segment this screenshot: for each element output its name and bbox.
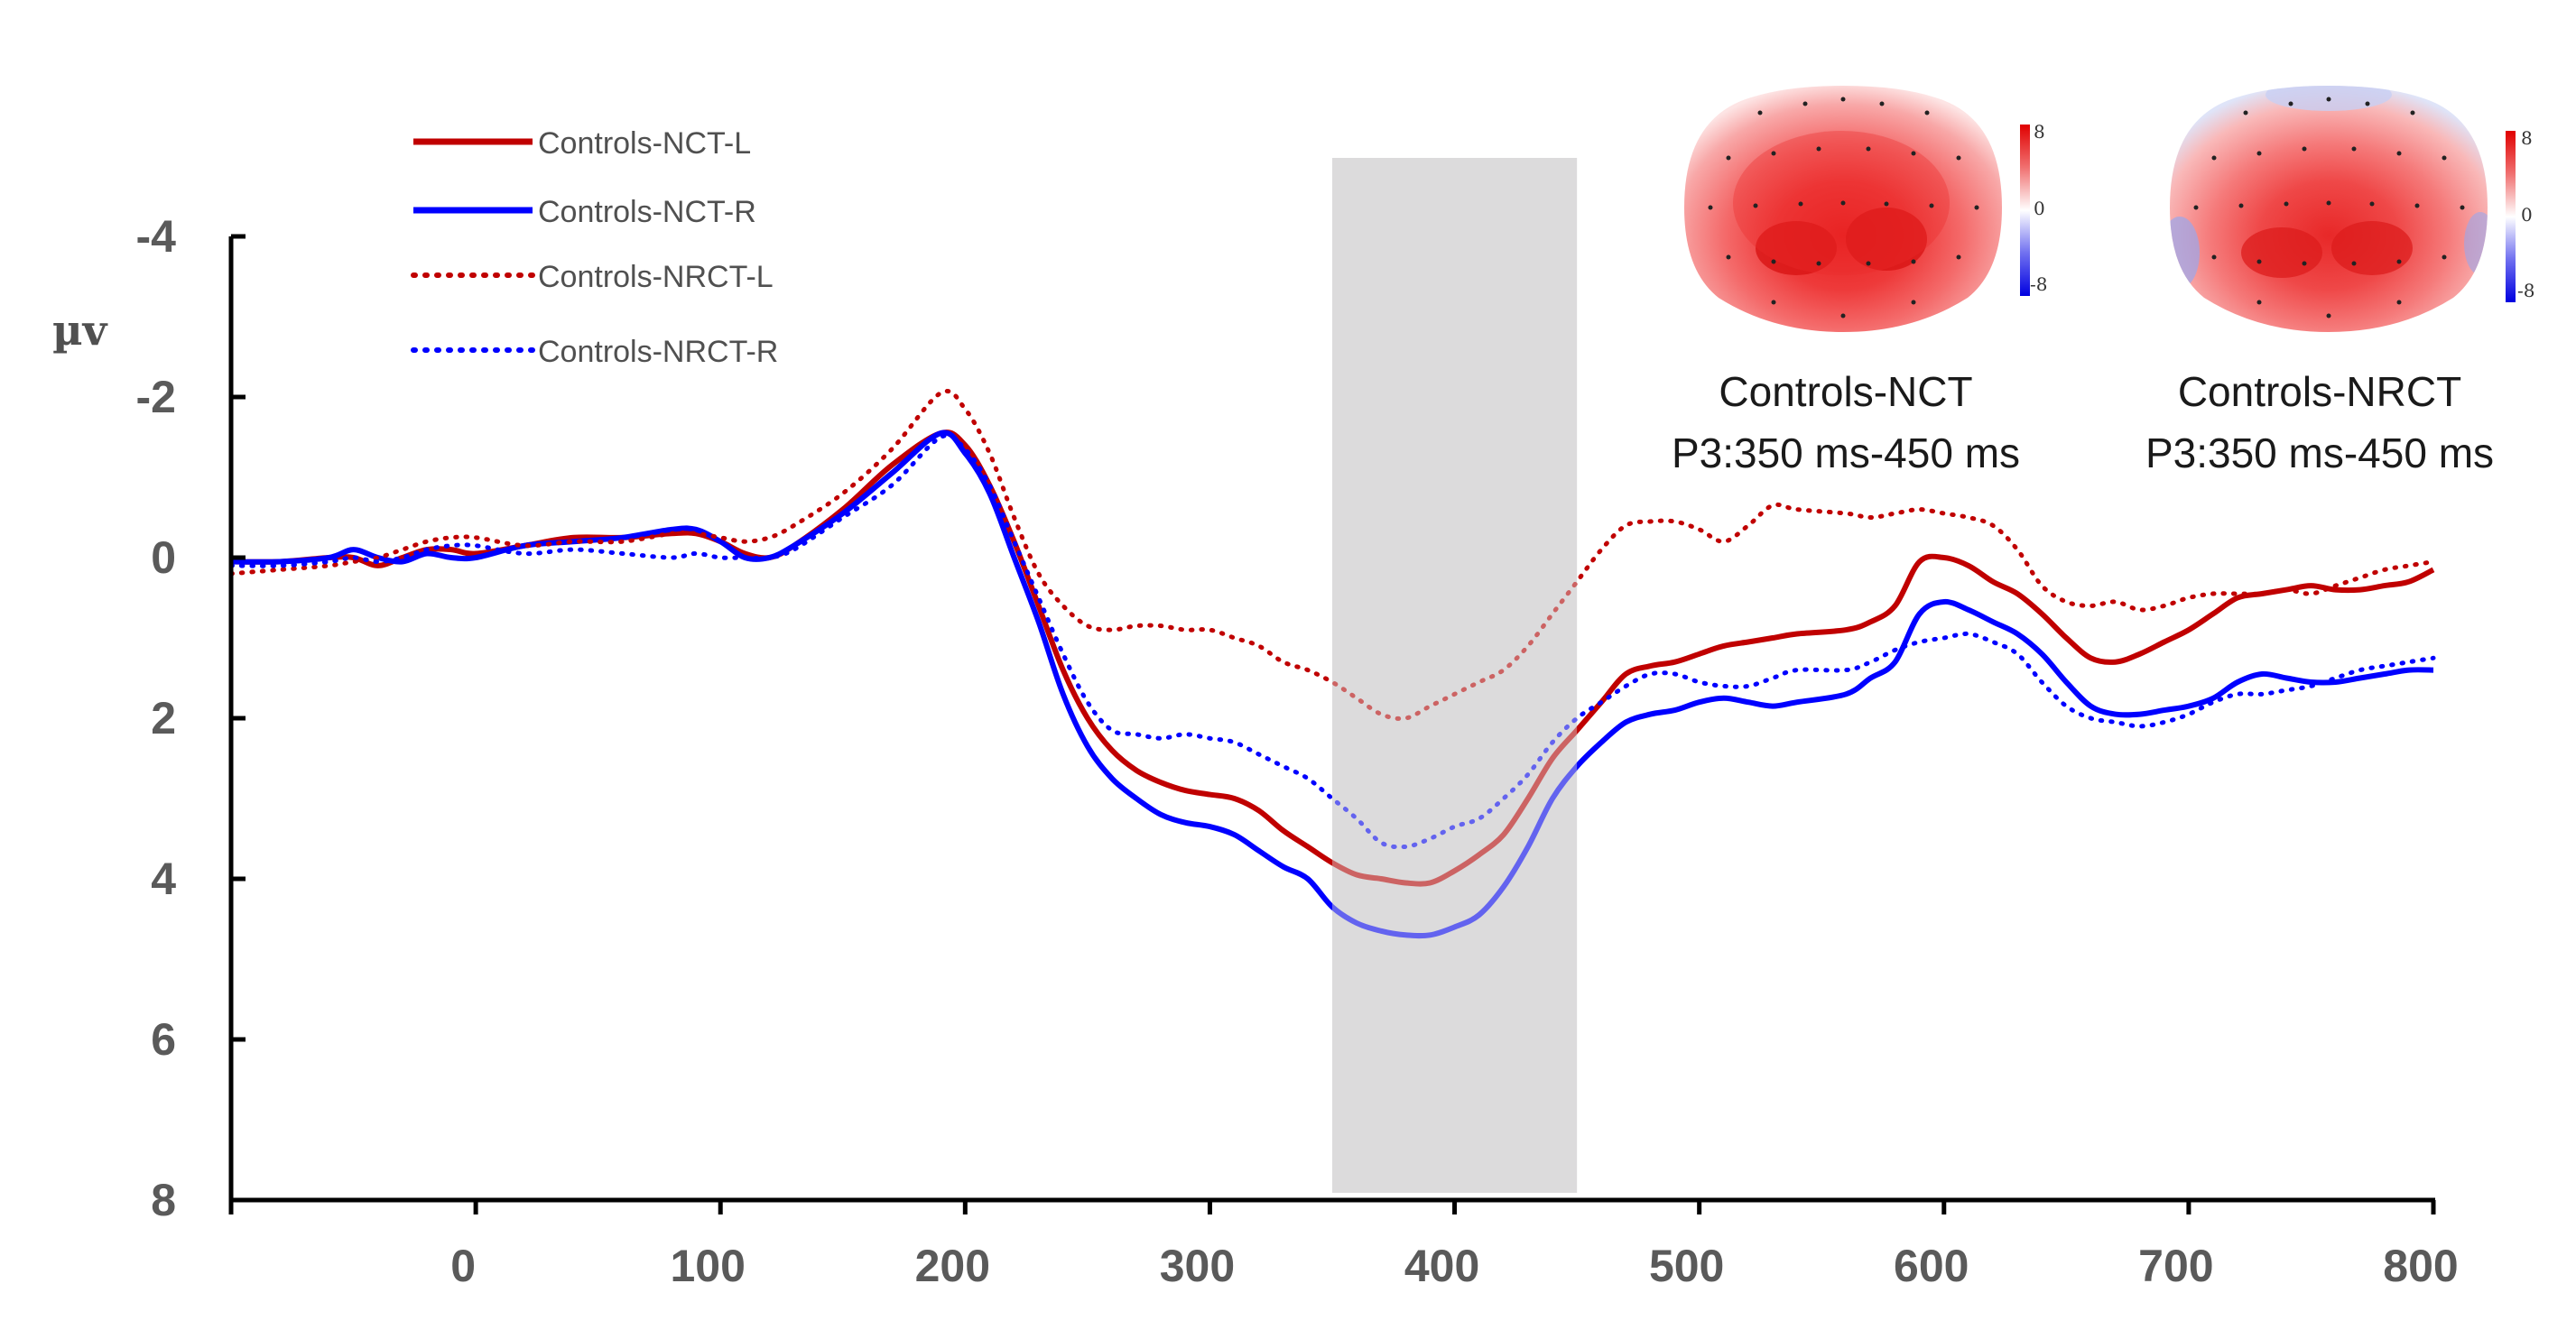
legend-label-3: Controls-NRCT-L	[538, 260, 774, 294]
legend-label-1: Controls-NCT-L	[538, 126, 751, 161]
topomap-nct-window: P3:350 ms-450 ms	[1672, 429, 2020, 476]
topomap-nrct-title: Controls-NRCT	[2178, 368, 2461, 415]
x-tick-label: 0	[450, 1241, 476, 1291]
p3-window-shade	[1332, 158, 1578, 1193]
y-tick-label: 0	[151, 532, 176, 583]
x-tick-label: 600	[1894, 1241, 1969, 1291]
colorbar-nrct-max: 8	[2521, 127, 2533, 149]
topomap-nct: 8 0 -8 Controls-NCT P3:350 ms-450 ms	[1672, 86, 2047, 476]
topomap-nct-title: Controls-NCT	[1719, 368, 1972, 415]
y-tick-label: -2	[136, 372, 176, 422]
topomap-nrct: 8 0 -8 Controls-NRCT P3:350 ms-450 ms	[2145, 86, 2534, 476]
colorbar-nct-max: 8	[2034, 121, 2045, 143]
colorbar-nct-mid: 0	[2034, 198, 2045, 219]
legend-label-4: Controls-NRCT-R	[538, 335, 778, 369]
y-axis-label: µv	[52, 306, 108, 355]
y-tick-label: 8	[151, 1175, 176, 1225]
y-tick-label: 4	[151, 854, 176, 904]
x-tick-label: 400	[1404, 1241, 1479, 1291]
colorbar-nct-min: -8	[2030, 273, 2047, 295]
x-tick-label: 700	[2138, 1241, 2213, 1291]
topomap-nrct-window: P3:350 ms-450 ms	[2145, 429, 2494, 476]
x-tick-label: 300	[1160, 1241, 1235, 1291]
series-line-2	[230, 429, 2434, 939]
y-tick-label: 2	[151, 693, 176, 743]
colorbar-nrct	[2506, 131, 2516, 302]
x-tick-label: 500	[1649, 1241, 1724, 1291]
x-tick-label: 800	[2383, 1241, 2458, 1291]
colorbar-nct	[2020, 125, 2030, 296]
colorbar-nrct-min: -8	[2517, 280, 2534, 301]
series-line-3	[228, 389, 2436, 721]
x-tick-label: 200	[915, 1241, 990, 1291]
colorbar-nrct-mid: 0	[2521, 204, 2533, 226]
x-tick-label: 100	[671, 1241, 746, 1291]
legend: Controls-NCT-L Controls-NCT-R Controls-N…	[411, 126, 778, 369]
tick-layer: -4 -2 0 2 4 6 8 0 100 200 300 400 500 600 700 800	[136, 211, 2459, 1291]
series-line-4	[228, 433, 2436, 850]
legend-label-2: Controls-NCT-R	[538, 195, 756, 229]
y-tick-label: -4	[136, 211, 177, 262]
p3-window-veil	[1332, 158, 1578, 1193]
series-layer	[228, 158, 2436, 1193]
y-tick-label: 6	[151, 1014, 176, 1065]
